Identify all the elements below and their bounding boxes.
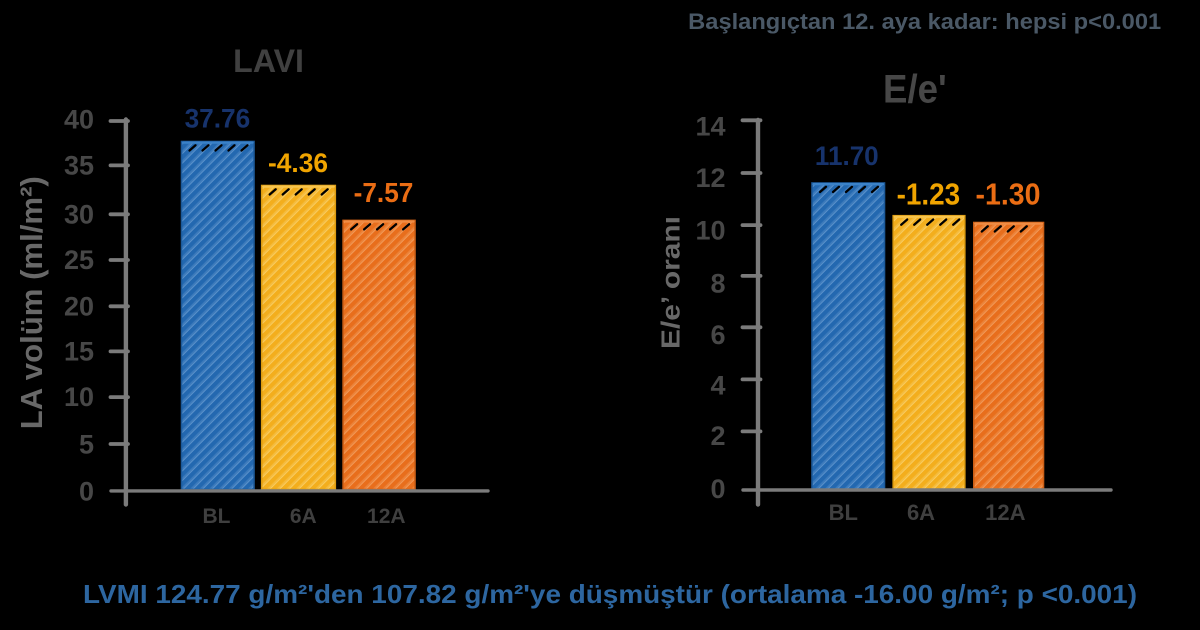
svg-text:11.70: 11.70 [815, 141, 879, 171]
svg-text:4: 4 [710, 370, 725, 400]
svg-text:30: 30 [64, 199, 94, 229]
svg-text:12: 12 [695, 163, 725, 193]
svg-text:-1.30: -1.30 [976, 177, 1041, 212]
svg-text:-7.57: -7.57 [354, 177, 414, 208]
svg-text:Başlangıçtan 12. aya kadar: he: Başlangıçtan 12. aya kadar: hepsi p<0.00… [688, 9, 1161, 34]
svg-text:25: 25 [64, 245, 94, 275]
svg-text:BL: BL [203, 505, 231, 528]
svg-text:E/e': E/e' [883, 68, 947, 112]
svg-text:2: 2 [710, 421, 725, 451]
svg-text:37.76: 37.76 [185, 103, 251, 133]
svg-text:10: 10 [64, 382, 94, 412]
svg-text:15: 15 [64, 336, 94, 366]
svg-text:LAVI: LAVI [233, 43, 304, 79]
svg-text:35: 35 [64, 150, 94, 180]
svg-text:20: 20 [64, 291, 94, 321]
svg-text:LVMI 124.77 g/m²'den 107.82 g/: LVMI 124.77 g/m²'den 107.82 g/m²'ye düşm… [83, 579, 1137, 609]
svg-text:0: 0 [710, 474, 725, 504]
svg-text:E/e’ oranı: E/e’ oranı [656, 216, 686, 349]
svg-text:8: 8 [710, 269, 725, 299]
svg-text:12A: 12A [367, 505, 406, 528]
svg-text:5: 5 [79, 430, 94, 460]
svg-text:14: 14 [695, 111, 725, 141]
svg-text:10: 10 [695, 216, 725, 246]
svg-text:-1.23: -1.23 [897, 177, 961, 212]
svg-text:BL: BL [829, 500, 858, 525]
svg-text:40: 40 [64, 105, 94, 135]
svg-text:0: 0 [79, 476, 94, 506]
svg-text:LA volüm (ml/m²): LA volüm (ml/m²) [14, 176, 49, 429]
svg-text:-4.36: -4.36 [268, 148, 328, 178]
svg-text:6A: 6A [907, 500, 935, 525]
svg-text:6A: 6A [290, 505, 317, 528]
svg-text:12A: 12A [985, 500, 1025, 525]
svg-text:6: 6 [710, 320, 725, 350]
